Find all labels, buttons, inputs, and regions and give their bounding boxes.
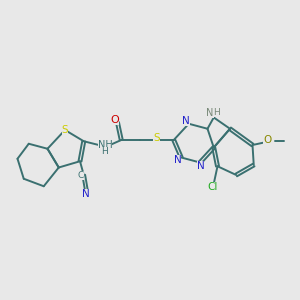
Text: Cl: Cl bbox=[207, 182, 218, 192]
Text: NH: NH bbox=[98, 140, 112, 150]
Text: S: S bbox=[62, 125, 68, 135]
Text: N: N bbox=[182, 116, 190, 126]
Text: N: N bbox=[196, 161, 204, 171]
Text: H: H bbox=[213, 107, 220, 116]
Text: H: H bbox=[102, 147, 108, 156]
Text: O: O bbox=[111, 115, 119, 125]
Text: O: O bbox=[263, 135, 272, 145]
Text: S: S bbox=[153, 133, 160, 143]
Text: N: N bbox=[206, 108, 214, 118]
Text: N: N bbox=[174, 155, 182, 165]
Text: N: N bbox=[82, 189, 89, 199]
Text: C: C bbox=[78, 170, 84, 179]
